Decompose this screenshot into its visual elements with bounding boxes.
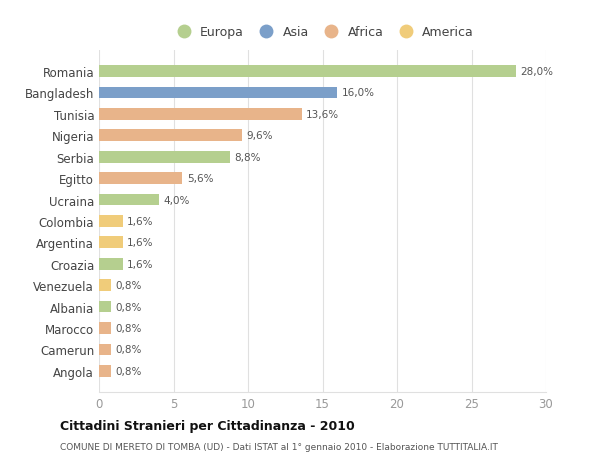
Legend: Europa, Asia, Africa, America: Europa, Asia, Africa, America xyxy=(167,22,478,43)
Bar xyxy=(99,66,516,78)
Bar xyxy=(99,87,337,99)
Bar xyxy=(99,151,230,163)
Text: 9,6%: 9,6% xyxy=(247,131,273,141)
Bar xyxy=(99,237,123,249)
Text: 1,6%: 1,6% xyxy=(127,259,154,269)
Text: 0,8%: 0,8% xyxy=(115,345,142,355)
Bar xyxy=(99,344,111,356)
Bar xyxy=(99,194,158,206)
Text: 0,8%: 0,8% xyxy=(115,280,142,291)
Bar xyxy=(99,109,302,121)
Bar xyxy=(99,280,111,291)
Text: 16,0%: 16,0% xyxy=(342,88,375,98)
Text: 0,8%: 0,8% xyxy=(115,366,142,376)
Bar xyxy=(99,216,123,227)
Bar xyxy=(99,173,182,185)
Bar xyxy=(99,130,242,142)
Text: 8,8%: 8,8% xyxy=(235,152,261,162)
Bar xyxy=(99,322,111,334)
Text: 5,6%: 5,6% xyxy=(187,174,214,184)
Text: Cittadini Stranieri per Cittadinanza - 2010: Cittadini Stranieri per Cittadinanza - 2… xyxy=(60,419,355,432)
Text: COMUNE DI MERETO DI TOMBA (UD) - Dati ISTAT al 1° gennaio 2010 - Elaborazione TU: COMUNE DI MERETO DI TOMBA (UD) - Dati IS… xyxy=(60,442,498,451)
Bar xyxy=(99,258,123,270)
Text: 0,8%: 0,8% xyxy=(115,323,142,333)
Text: 0,8%: 0,8% xyxy=(115,302,142,312)
Text: 1,6%: 1,6% xyxy=(127,217,154,226)
Text: 13,6%: 13,6% xyxy=(306,110,339,120)
Text: 28,0%: 28,0% xyxy=(521,67,554,77)
Text: 1,6%: 1,6% xyxy=(127,238,154,248)
Text: 4,0%: 4,0% xyxy=(163,195,190,205)
Bar xyxy=(99,365,111,377)
Bar xyxy=(99,301,111,313)
